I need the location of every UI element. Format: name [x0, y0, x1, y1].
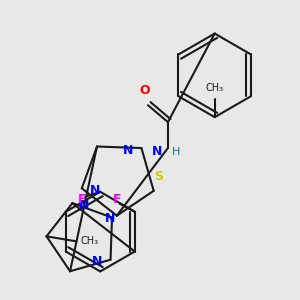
Text: N: N — [90, 184, 100, 197]
Text: N: N — [78, 199, 89, 212]
Text: O: O — [140, 84, 150, 97]
Text: H: H — [172, 147, 180, 157]
Text: S: S — [154, 170, 163, 183]
Text: N: N — [105, 212, 115, 225]
Text: CH₃: CH₃ — [80, 236, 98, 246]
Text: CH₃: CH₃ — [206, 83, 224, 93]
Text: F: F — [78, 193, 87, 206]
Text: N: N — [152, 146, 162, 158]
Text: F: F — [112, 193, 121, 206]
Text: N: N — [123, 144, 134, 157]
Text: N: N — [92, 255, 103, 268]
